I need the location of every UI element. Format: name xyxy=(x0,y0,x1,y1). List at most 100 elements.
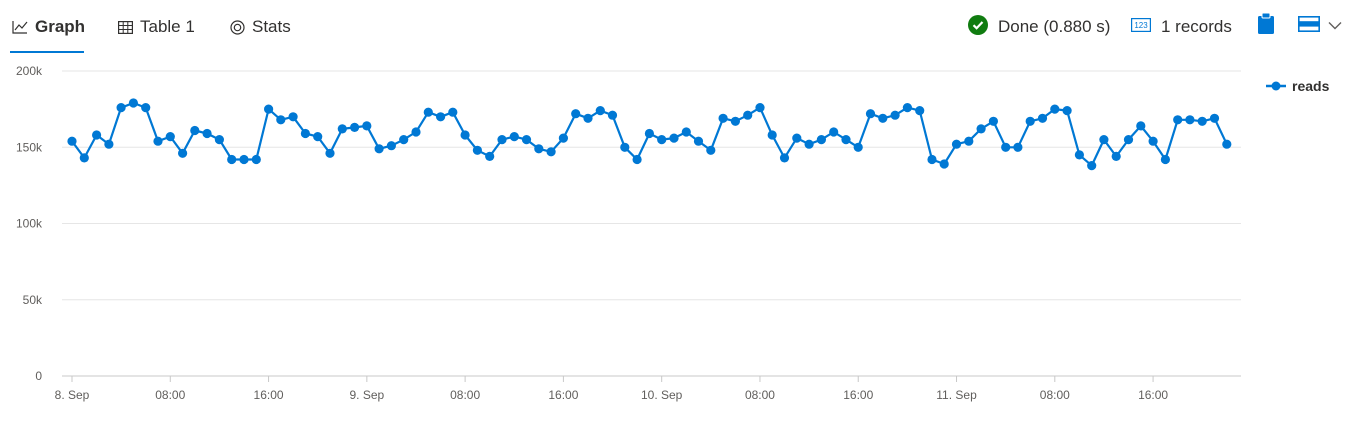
data-point[interactable] xyxy=(399,135,409,145)
data-point[interactable] xyxy=(178,148,188,158)
data-point[interactable] xyxy=(264,104,274,114)
data-point[interactable] xyxy=(595,106,605,116)
data-point[interactable] xyxy=(915,106,925,116)
data-point[interactable] xyxy=(743,110,753,120)
tab-stats[interactable]: Stats xyxy=(230,0,291,54)
data-point[interactable] xyxy=(951,139,962,149)
data-point[interactable] xyxy=(620,142,630,152)
data-point[interactable] xyxy=(497,135,507,145)
data-point[interactable] xyxy=(571,109,581,119)
data-point[interactable] xyxy=(436,112,446,122)
layout-menu-button[interactable] xyxy=(1296,12,1344,40)
data-point[interactable] xyxy=(227,154,237,165)
data-point[interactable] xyxy=(362,121,372,131)
data-point[interactable] xyxy=(1074,150,1084,160)
data-point[interactable] xyxy=(816,135,827,145)
data-point[interactable] xyxy=(1050,104,1060,114)
data-point[interactable] xyxy=(804,139,814,149)
data-point[interactable] xyxy=(792,133,802,143)
data-point[interactable] xyxy=(141,103,151,113)
data-point[interactable] xyxy=(374,144,384,154)
data-point[interactable] xyxy=(1062,106,1072,116)
data-point[interactable] xyxy=(214,135,224,145)
data-point[interactable] xyxy=(190,125,200,136)
data-point[interactable] xyxy=(313,132,323,142)
legend-item-reads[interactable]: reads xyxy=(1266,78,1329,94)
data-point[interactable] xyxy=(632,154,642,165)
data-point[interactable] xyxy=(829,127,839,137)
data-point[interactable] xyxy=(411,127,421,137)
data-point[interactable] xyxy=(521,135,532,145)
data-point[interactable] xyxy=(693,136,704,146)
data-point[interactable] xyxy=(767,130,777,140)
data-point[interactable] xyxy=(153,136,163,146)
data-point[interactable] xyxy=(1087,161,1097,171)
data-point[interactable] xyxy=(730,116,741,126)
data-point[interactable] xyxy=(890,110,900,120)
data-point[interactable] xyxy=(865,109,876,119)
data-point[interactable] xyxy=(116,103,126,113)
copy-to-clipboard-button[interactable] xyxy=(1256,12,1276,40)
data-point[interactable] xyxy=(1111,151,1121,161)
data-point[interactable] xyxy=(964,136,974,146)
data-point[interactable] xyxy=(423,107,433,117)
data-point[interactable] xyxy=(386,141,396,151)
data-point[interactable] xyxy=(337,124,347,134)
data-point[interactable] xyxy=(300,128,310,139)
data-point[interactable] xyxy=(485,151,495,161)
data-point[interactable] xyxy=(239,154,249,165)
data-point[interactable] xyxy=(1025,116,1035,126)
data-point[interactable] xyxy=(1123,135,1134,145)
data-point[interactable] xyxy=(1222,139,1232,149)
data-point[interactable] xyxy=(128,98,138,108)
data-point[interactable] xyxy=(706,145,716,155)
data-point[interactable] xyxy=(755,103,765,113)
data-point[interactable] xyxy=(558,133,569,143)
data-point[interactable] xyxy=(1148,136,1158,146)
data-point[interactable] xyxy=(1197,116,1207,126)
data-point[interactable] xyxy=(276,115,286,125)
data-point[interactable] xyxy=(669,133,679,143)
data-point[interactable] xyxy=(681,127,691,137)
data-point[interactable] xyxy=(251,154,261,165)
data-point[interactable] xyxy=(350,122,360,132)
data-point[interactable] xyxy=(460,130,470,140)
data-point[interactable] xyxy=(841,135,851,145)
data-point[interactable] xyxy=(1099,135,1109,145)
data-point[interactable] xyxy=(644,128,655,139)
data-point[interactable] xyxy=(1037,113,1048,123)
data-point[interactable] xyxy=(1013,142,1023,152)
data-point[interactable] xyxy=(104,139,114,149)
data-point[interactable] xyxy=(1001,142,1011,152)
data-point[interactable] xyxy=(472,145,482,155)
data-point[interactable] xyxy=(202,128,212,139)
tab-graph[interactable]: Graph xyxy=(12,0,85,54)
data-point[interactable] xyxy=(509,132,519,142)
data-point[interactable] xyxy=(657,135,667,145)
data-point[interactable] xyxy=(1185,115,1195,125)
data-point[interactable] xyxy=(1136,121,1146,131)
data-point[interactable] xyxy=(718,113,728,123)
data-point[interactable] xyxy=(448,107,458,117)
data-point[interactable] xyxy=(546,147,556,157)
data-point[interactable] xyxy=(976,124,986,134)
data-point[interactable] xyxy=(583,113,593,123)
tab-table-1[interactable]: Table 1 xyxy=(118,0,195,54)
data-point[interactable] xyxy=(878,113,888,123)
data-point[interactable] xyxy=(1160,154,1170,165)
data-point[interactable] xyxy=(939,159,949,169)
data-point[interactable] xyxy=(607,110,618,120)
data-point[interactable] xyxy=(325,148,335,158)
data-point[interactable] xyxy=(79,153,89,163)
data-point[interactable] xyxy=(927,154,937,165)
data-point[interactable] xyxy=(779,153,790,163)
data-point[interactable] xyxy=(67,136,77,146)
data-point[interactable] xyxy=(988,116,999,126)
data-point[interactable] xyxy=(288,112,298,122)
data-point[interactable] xyxy=(165,132,175,142)
data-point[interactable] xyxy=(92,130,102,140)
data-point[interactable] xyxy=(1173,115,1183,125)
data-point[interactable] xyxy=(1209,113,1220,123)
data-point[interactable] xyxy=(902,103,913,113)
data-point[interactable] xyxy=(534,144,544,154)
